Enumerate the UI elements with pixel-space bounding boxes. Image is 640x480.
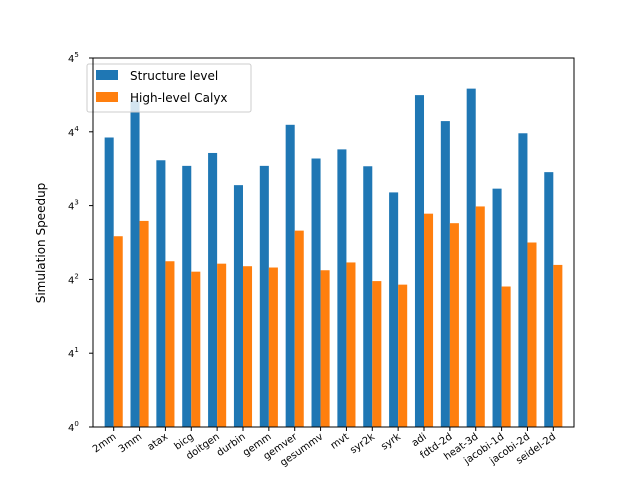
bar-structure-level-atax [156, 160, 166, 427]
bar-structure-level-bicg [182, 165, 192, 427]
bar-high-level-calyx-3mm [139, 220, 149, 427]
legend-swatch-high-level-calyx [96, 92, 118, 102]
legend-box [86, 63, 252, 113]
bar-structure-level-2mm [104, 137, 114, 427]
bar-structure-level-doitgen [208, 152, 218, 427]
bar-structure-level-mvt [337, 149, 347, 427]
legend: Structure level High-level Calyx [86, 63, 252, 113]
bar-high-level-calyx-fdtd-2d [449, 223, 459, 427]
y-axis-label: Simulation Speedup [34, 183, 48, 304]
x-tick-label-atax: atax [146, 431, 170, 453]
bar-high-level-calyx-doitgen [217, 263, 227, 427]
bar-structure-level-3mm [130, 100, 140, 427]
x-tick-label-syr2k: syr2k [348, 431, 377, 456]
legend-label-high-level-calyx: High-level Calyx [130, 91, 228, 105]
bar-high-level-calyx-syr2k [372, 281, 382, 427]
x-tick-label-3mm: 3mm [117, 431, 144, 455]
y-tick-label-4-2: 42 [68, 272, 79, 286]
bar-high-level-calyx-durbin [242, 266, 253, 427]
y-tick-label-4-0: 40 [68, 420, 79, 434]
bar-structure-level-fdtd-2d [440, 121, 450, 427]
bar-high-level-calyx-atax [165, 261, 175, 427]
bar-high-level-calyx-2mm [113, 236, 123, 427]
bar-structure-level-gesummv [311, 158, 321, 427]
bar-high-level-calyx-gemm [268, 267, 278, 427]
legend-swatch-structure-level [96, 70, 118, 80]
bar-structure-level-adi [414, 95, 425, 428]
x-tick-label-syrk: syrk [379, 431, 403, 452]
y-tick-label-4-1: 41 [68, 346, 79, 360]
plot-area [104, 88, 563, 428]
bar-high-level-calyx-jacobi-1d [501, 286, 511, 427]
y-tick-label-4-5: 45 [68, 51, 79, 65]
bar-structure-level-gemm [259, 165, 269, 427]
bar-structure-level-jacobi-2d [518, 133, 528, 427]
x-tick-label-mvt: mvt [329, 431, 351, 451]
bar-structure-level-durbin [233, 185, 243, 427]
bar-high-level-calyx-bicg [191, 271, 201, 427]
bar-structure-level-heat-3d [466, 88, 476, 427]
bar-high-level-calyx-seidel-2d [553, 264, 563, 427]
bar-high-level-calyx-mvt [346, 262, 356, 427]
bar-structure-level-syr2k [363, 166, 373, 427]
y-tick-label-4-3: 43 [68, 199, 79, 213]
y-axis: 40 41 42 43 44 45 [68, 51, 93, 434]
bar-structure-level-syrk [389, 192, 399, 427]
plot-frame [92, 57, 575, 428]
legend-label-structure-level: Structure level [130, 69, 218, 83]
bar-high-level-calyx-gesummv [320, 270, 330, 427]
bar-high-level-calyx-jacobi-2d [527, 242, 537, 427]
bar-high-level-calyx-adi [424, 213, 434, 427]
bar-high-level-calyx-heat-3d [475, 206, 485, 427]
bar-structure-level-gemver [285, 124, 295, 428]
bar-high-level-calyx-syrk [398, 284, 408, 427]
y-tick-label-4-4: 44 [68, 125, 79, 139]
bar-structure-level-jacobi-1d [492, 188, 502, 427]
bar-high-level-calyx-gemver [294, 230, 304, 427]
x-tick-label-2mm: 2mm [91, 431, 118, 455]
bar-structure-level-seidel-2d [544, 172, 554, 427]
x-tick-label-durbin: durbin [215, 431, 248, 459]
